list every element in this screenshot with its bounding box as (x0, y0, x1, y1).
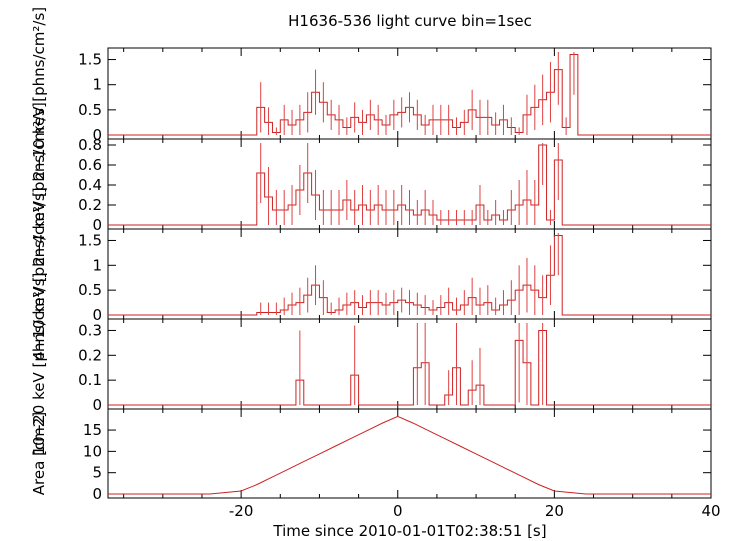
effective-area-curve (108, 415, 711, 495)
y-tick-label: 0.6 (78, 156, 102, 174)
y-tick-label: 0.2 (78, 196, 102, 214)
y-tick-label: 0 (92, 485, 102, 503)
panel-frame (107, 318, 712, 410)
y-tick-label: 0.4 (78, 176, 102, 194)
y-axis-label: 2−10 keV [phns/cm²/s] (30, 7, 48, 180)
panel-frame (107, 408, 712, 499)
y-tick-label: 0 (92, 126, 102, 144)
y-tick-label: 0.1 (78, 371, 102, 389)
y-tick-label: 5 (92, 464, 102, 482)
y-tick-label: 1 (92, 256, 102, 274)
y-tick-label: 0.5 (78, 281, 102, 299)
x-tick-label: 40 (701, 502, 720, 520)
y-tick-label: 1.5 (78, 51, 102, 69)
y-tick-label: 1.5 (78, 231, 102, 249)
y-tick-label: 0.8 (78, 136, 102, 154)
y-tick-label: 15 (83, 421, 102, 439)
x-tick-label: 20 (545, 502, 564, 520)
chart-title: H1636-536 light curve bin=1sec (288, 12, 532, 30)
y-tick-label: 0 (92, 396, 102, 414)
y-tick-label: 0.3 (78, 321, 102, 339)
panel-1: 0 0.5 1 1.5 2−10 keV [phns/cm²/s] (30, 7, 712, 180)
y-tick-label: 10 (83, 442, 102, 460)
panel-2: 0 0.2 0.4 0.6 0.8 2−4 keV [phns/cm²/s] (30, 102, 712, 266)
light-curve-step (108, 329, 711, 406)
y-axis-label: 2−4 keV [phns/cm²/s] (30, 102, 48, 266)
panel-5: 0 5 10 15 Area [cm2] -20 0 20 40 (30, 408, 721, 520)
panels-group: 00.511.52−10 keV [phns/cm²/s]00.20.40.60… (30, 7, 721, 520)
y-axis-label: 4−10 keV [phns/cm²/s] (30, 187, 48, 360)
y-axis-label: 10−20 keV [phns/cm²/s] (30, 273, 48, 456)
y-tick-label: 0 (92, 216, 102, 234)
y-tick-label: 1 (92, 76, 102, 94)
y-axis-label: Area [cm2] (30, 412, 48, 495)
panel-3: 0 0.5 1 1.5 4−10 keV [phns/cm²/s] (30, 187, 712, 361)
panel-4: 0 0.1 0.2 0.3 10−20 keV [phns/cm²/s] (30, 273, 712, 456)
x-tick-label: 0 (393, 502, 403, 520)
y-tick-label: 0.5 (78, 101, 102, 119)
light-curve-step (108, 54, 711, 136)
x-axis-label: Time since 2010-01-01T02:38:51 [s] (272, 522, 546, 540)
light-curve-step (108, 144, 711, 226)
x-tick-label: -20 (229, 502, 254, 520)
y-tick-label: 0 (92, 306, 102, 324)
y-tick-label: 0.2 (78, 346, 102, 364)
